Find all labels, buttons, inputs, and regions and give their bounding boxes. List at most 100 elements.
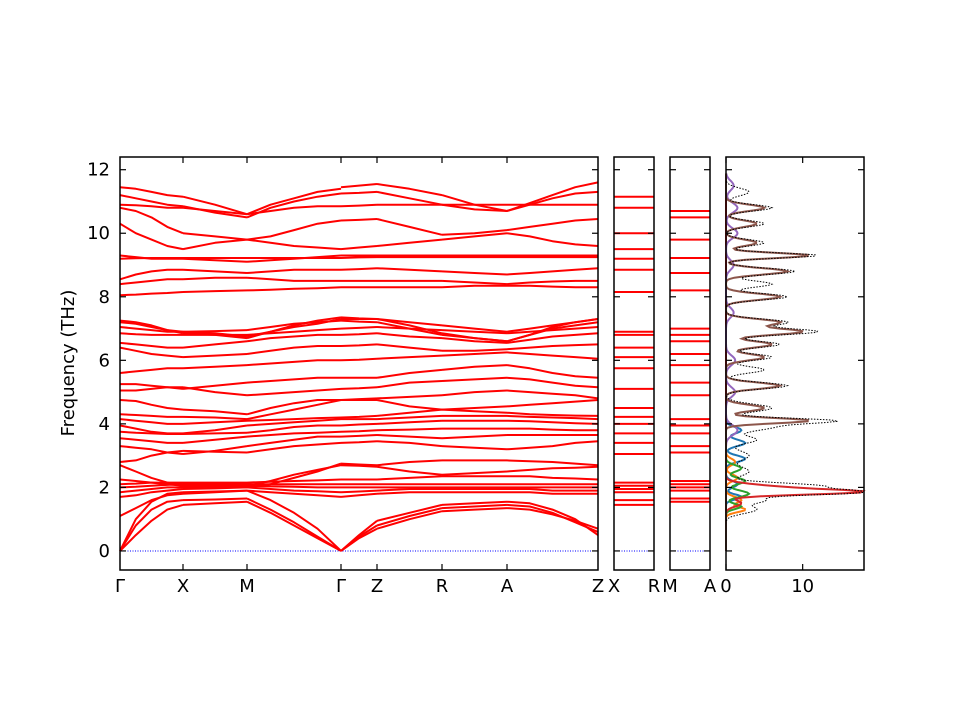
phonon-band-Γ-X-8 xyxy=(119,478,184,487)
phonon-band-M-Γ-4 xyxy=(246,486,342,494)
phonon-band-A-Z-3 xyxy=(507,491,598,495)
phonon-band-Z-R-7 xyxy=(376,475,443,481)
high-symmetry-label: A xyxy=(501,576,514,597)
phonon-band-M-Γ-31 xyxy=(246,254,342,263)
phonon-band-Γ-Z-20 xyxy=(340,357,378,362)
phonon-band-Γ-X-19 xyxy=(120,383,184,390)
phonon-band-Z-R-11 xyxy=(376,434,443,440)
y-tick-label: 0 xyxy=(99,541,110,562)
phonon-band-A-Z-22 xyxy=(506,332,599,344)
phonon-band-A-Z-17 xyxy=(506,399,599,408)
dos-panel: 0 10 xyxy=(720,156,866,597)
phonon-band-Z-R-3 xyxy=(376,491,442,495)
phonon-band-Z-R-33 xyxy=(376,238,443,247)
phonon-band-R-A-17 xyxy=(441,405,508,411)
phonon-band-M-Γ-34 xyxy=(246,205,341,216)
phonon-band-M-Γ-11 xyxy=(246,435,341,448)
phonon-band-Γ-Z-4 xyxy=(340,489,378,494)
phonon-band-M-Γ-29 xyxy=(246,268,341,274)
phonon-band-M-Γ-15 xyxy=(246,416,342,422)
phonon-band-A-Z-35 xyxy=(506,190,599,212)
phonon-band-Γ-X-16 xyxy=(119,413,183,418)
phonon-band-Γ-X-12 xyxy=(119,437,183,444)
phonon-band-Γ-X-22 xyxy=(119,341,183,349)
phonon-band-R-A-27 xyxy=(441,284,507,289)
high-symmetry-label: A xyxy=(704,576,717,597)
high-symmetry-label: X xyxy=(177,576,189,597)
phonon-band-Z-R-21 xyxy=(376,343,443,352)
phonon-band-Γ-X-3 xyxy=(119,492,184,517)
phonon-band-R-A-25 xyxy=(441,332,508,343)
phonon-band-A-Z-23 xyxy=(506,326,599,335)
phonon-band-Γ-X-10 xyxy=(119,449,184,463)
phonon-band-M-Γ-2 xyxy=(246,489,342,552)
phonon-band-Z-R-4 xyxy=(376,488,442,492)
phonon-band-M-Γ-26 xyxy=(246,316,342,340)
phonon-band-Z-R-14 xyxy=(376,414,443,421)
phonon-band-A-Z-26 xyxy=(506,318,599,333)
phonon-band-Γ-X-23 xyxy=(119,332,183,336)
phonon-band-Γ-X-11 xyxy=(119,445,184,455)
phonon-band-M-Γ-17 xyxy=(246,399,341,416)
phonon-band-A-Z-19 xyxy=(506,364,599,379)
phonon-band-R-A-33 xyxy=(441,232,508,241)
phonon-band-A-Z-12 xyxy=(507,427,598,432)
phonon-band-A-Z-14 xyxy=(506,414,599,421)
phonon-band-Γ-Z-18 xyxy=(340,386,378,390)
high-symmetry-label: M xyxy=(239,576,255,597)
phonon-band-Z-R-17 xyxy=(376,399,443,411)
phonon-band-X-M-3 xyxy=(182,489,248,495)
phonon-band-R-A-8 xyxy=(441,470,508,476)
phonon-band-R-A-1 xyxy=(441,503,508,510)
dos-x-tick-label: 10 xyxy=(791,576,814,597)
y-tick-label: 8 xyxy=(99,287,110,308)
phonon-band-Γ-X-2 xyxy=(119,491,184,552)
phonon-band-X-M-12 xyxy=(182,435,248,444)
phonon-band-Z-R-20 xyxy=(376,354,443,360)
phonon-band-Z-R-1 xyxy=(376,507,443,527)
dos-x-tick-label: 0 xyxy=(720,576,731,597)
phonon-band-Γ-X-17 xyxy=(119,399,184,411)
phonon-band-Z-R-26 xyxy=(376,318,443,327)
phonon-band-R-A-32 xyxy=(441,229,508,236)
phonon-band-Γ-X-1 xyxy=(119,499,184,552)
high-symmetry-label: Z xyxy=(592,576,604,597)
phonon-band-Γ-Z-21 xyxy=(340,343,378,347)
phonon-band-Z-R-18 xyxy=(376,380,443,389)
phonon-band-X-M-27 xyxy=(182,289,248,293)
phonon-band-A-Z-1 xyxy=(506,503,599,533)
phonon-band-A-Z-33 xyxy=(506,232,599,247)
phonon-band-R-A-35 xyxy=(441,203,508,212)
phonon-band-Γ-X-31 xyxy=(119,254,183,260)
phonon-band-X-M-11 xyxy=(182,445,248,455)
phonon-band-Γ-Z-15 xyxy=(340,414,378,419)
phonon-band-A-Z-4 xyxy=(507,488,598,492)
phonon-band-Γ-X-9 xyxy=(119,464,184,487)
phonon-band-Z-R-22 xyxy=(376,332,443,340)
phonon-band-Z-R-10 xyxy=(376,440,443,448)
phonon-band-X-M-9 xyxy=(182,484,248,489)
phonon-band-Z-R-13 xyxy=(376,419,443,425)
phonon-band-X-M-32 xyxy=(182,238,248,251)
phonon-band-A-Z-8 xyxy=(506,465,599,473)
phonon-band-Γ-X-34 xyxy=(119,203,183,209)
phonon-band-M-Γ-27 xyxy=(246,286,342,292)
phonon-band-Γ-X-35 xyxy=(119,194,184,208)
phonon-band-Γ-Z-11 xyxy=(340,434,378,438)
phonon-band-Γ-Z-10 xyxy=(340,440,378,444)
y-tick-label: 10 xyxy=(87,223,110,244)
phonon-band-Γ-X-33 xyxy=(119,206,184,235)
phonon-band-X-M-36 xyxy=(182,195,248,216)
phonon-band-Γ-Z-9 xyxy=(340,462,378,467)
phonon-band-R-A-11 xyxy=(441,434,508,440)
phonon-band-Γ-X-20 xyxy=(119,367,183,374)
panel-frame xyxy=(119,156,599,571)
phonon-band-X-M-26 xyxy=(182,332,248,340)
phonon-band-M-Γ-20 xyxy=(246,359,341,367)
phonon-band-X-M-17 xyxy=(182,408,248,416)
phonon-band-Γ-X-5 xyxy=(119,486,183,494)
phonon-band-A-Z-21 xyxy=(506,343,599,351)
